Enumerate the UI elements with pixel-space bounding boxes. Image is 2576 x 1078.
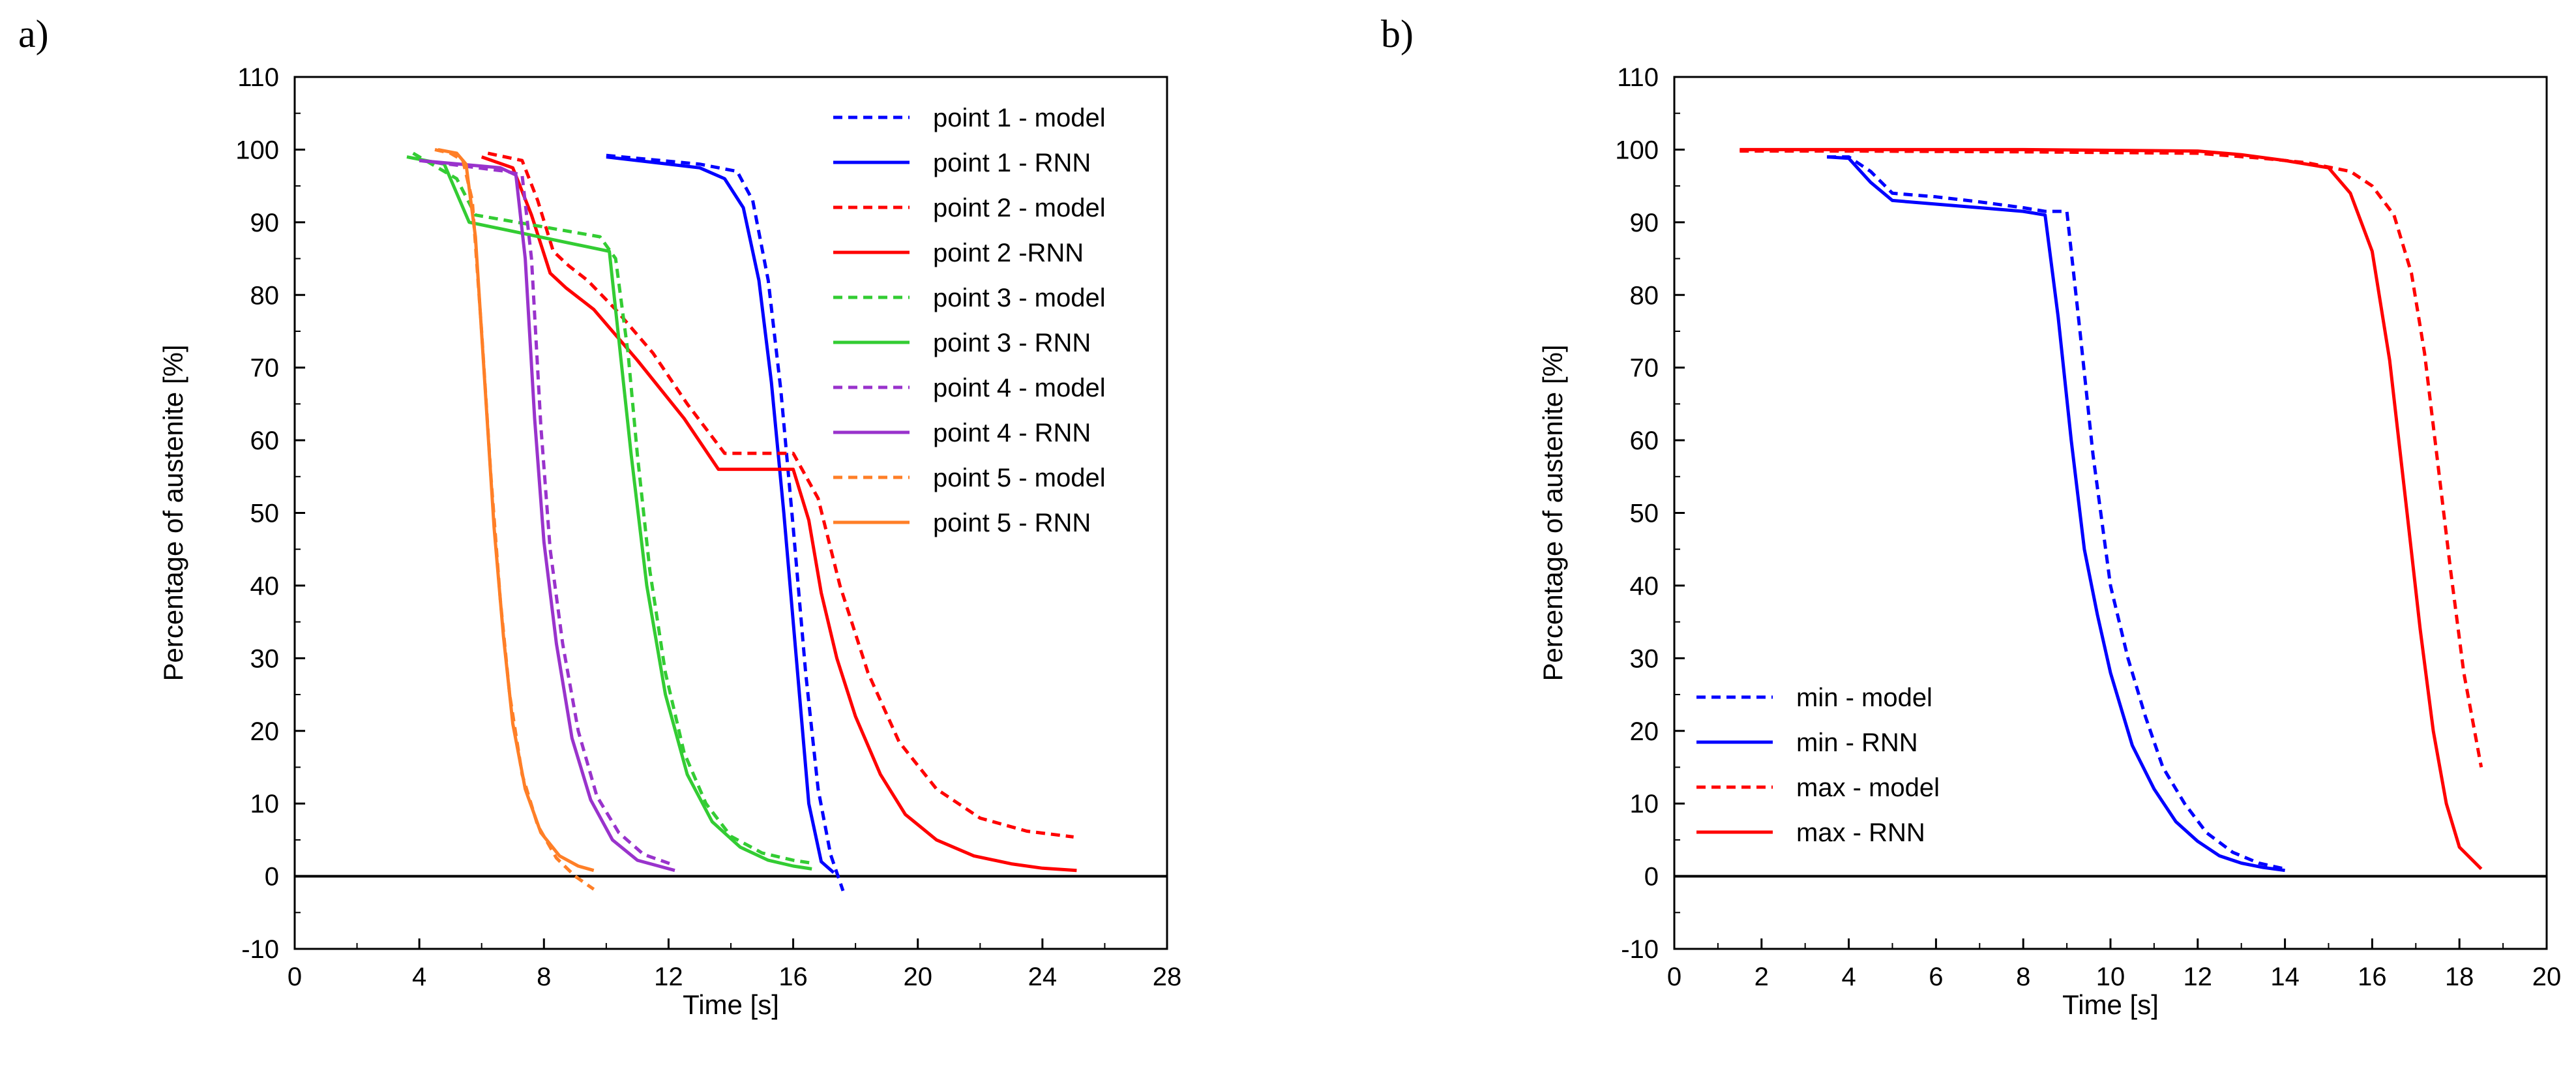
y-tick-label: 50 [250, 500, 280, 528]
y-tick-label: 40 [250, 572, 280, 601]
x-tick-label: 4 [412, 963, 426, 991]
series-line-4 [481, 155, 1077, 873]
y-tick-label: 40 [1630, 572, 1659, 601]
x-tick-label: 14 [2270, 963, 2300, 991]
x-tick-label: 20 [903, 963, 932, 991]
series-line-3 [1740, 149, 2483, 768]
y-tick-label: 110 [237, 63, 279, 92]
legend-label: point 2 - model [933, 194, 1106, 222]
y-tick-label: 20 [250, 717, 280, 746]
series-line-8 [419, 158, 675, 873]
y-tick-label: 10 [250, 790, 280, 818]
series-line-5 [412, 151, 812, 865]
legend-label: point 5 - RNN [933, 509, 1091, 537]
y-tick-label: 80 [250, 281, 280, 310]
x-tick-label: 2 [1754, 963, 1769, 991]
x-tick-label: 8 [2016, 963, 2030, 991]
legend-label: point 2 -RNN [933, 239, 1084, 267]
legend-label: min - RNN [1796, 728, 1918, 757]
x-tick-label: 4 [1841, 963, 1856, 991]
x-tick-label: 16 [778, 963, 808, 991]
legend-label: max - RNN [1796, 818, 1925, 847]
legend-label: point 4 - RNN [933, 419, 1091, 447]
y-tick-label: 90 [250, 209, 280, 237]
y-tick-label: 60 [1630, 427, 1659, 455]
legend-label: min - model [1796, 683, 1932, 712]
y-tick-label: 70 [1630, 354, 1659, 383]
legend-label: point 1 - model [933, 104, 1106, 132]
x-tick-label: 12 [654, 963, 683, 991]
chart-panel-a: -10 0 10 20 30 40 50 60 70 80 90 100 110 0 4 8 12 16 20 24 2… [158, 63, 1181, 1020]
x-tick-label: 10 [2096, 963, 2125, 991]
series-line-9 [434, 147, 595, 891]
x-axis-title: Time [s] [683, 989, 779, 1020]
y-tick-label: 10 [1630, 790, 1659, 818]
x-tick-label: 0 [288, 963, 302, 991]
legend-label: point 3 - RNN [933, 329, 1091, 357]
legend-label: max - model [1796, 773, 1940, 802]
x-tick-label: 12 [2184, 963, 2213, 991]
x-axis-title: Time [s] [2062, 989, 2159, 1020]
y-tick-label: 80 [1630, 281, 1659, 310]
y-tick-label: 20 [1630, 717, 1659, 746]
series-line-6 [406, 155, 812, 871]
x-tick-label: 24 [1028, 963, 1058, 991]
series-line-1 [1827, 155, 2286, 871]
series-line-3 [487, 151, 1074, 839]
y-tick-label: 50 [1630, 500, 1659, 528]
x-tick-label: 28 [1153, 963, 1182, 991]
legend-label: point 4 - model [933, 374, 1106, 402]
y-tick-label: 90 [1630, 209, 1659, 237]
y-tick-label: 110 [1617, 63, 1659, 92]
y-axis-title: Percentage of austenite [%] [1537, 345, 1568, 681]
x-tick-label: 8 [537, 963, 551, 991]
x-tick-label: 16 [2358, 963, 2387, 991]
y-tick-label: 30 [250, 644, 280, 673]
x-tick-label: 6 [1929, 963, 1943, 991]
legend-label: point 1 - RNN [933, 149, 1091, 177]
legend-label: point 5 - model [933, 464, 1106, 492]
series-line-10 [437, 147, 595, 873]
series-line-4 [1740, 147, 2483, 871]
y-tick-label: 0 [1644, 863, 1659, 891]
y-tick-label: 60 [250, 427, 280, 455]
series-line-2 [606, 155, 835, 874]
y-tick-label: -10 [1621, 935, 1659, 964]
y-tick-label: 100 [235, 136, 279, 164]
x-tick-label: 18 [2445, 963, 2474, 991]
chart-panel-b: -10 0 10 20 30 40 50 60 70 80 90 100 110 0 2 4 6 8 10 12 14 1… [1537, 63, 2561, 1020]
y-tick-label: 100 [1615, 136, 1659, 164]
y-tick-label: 0 [265, 863, 279, 891]
y-tick-label: -10 [241, 935, 279, 964]
panel-label-b: b) [1381, 12, 1414, 55]
x-tick-label: 20 [2532, 963, 2562, 991]
y-tick-label: 30 [1630, 644, 1659, 673]
y-axis-title: Percentage of austenite [%] [158, 345, 188, 681]
legend-label: point 3 - model [933, 284, 1106, 312]
series-line-2 [1827, 155, 2285, 873]
panel-label-a: a) [18, 12, 49, 55]
x-tick-label: 0 [1667, 963, 1681, 991]
series-line-7 [419, 158, 675, 867]
y-tick-label: 70 [250, 354, 280, 383]
